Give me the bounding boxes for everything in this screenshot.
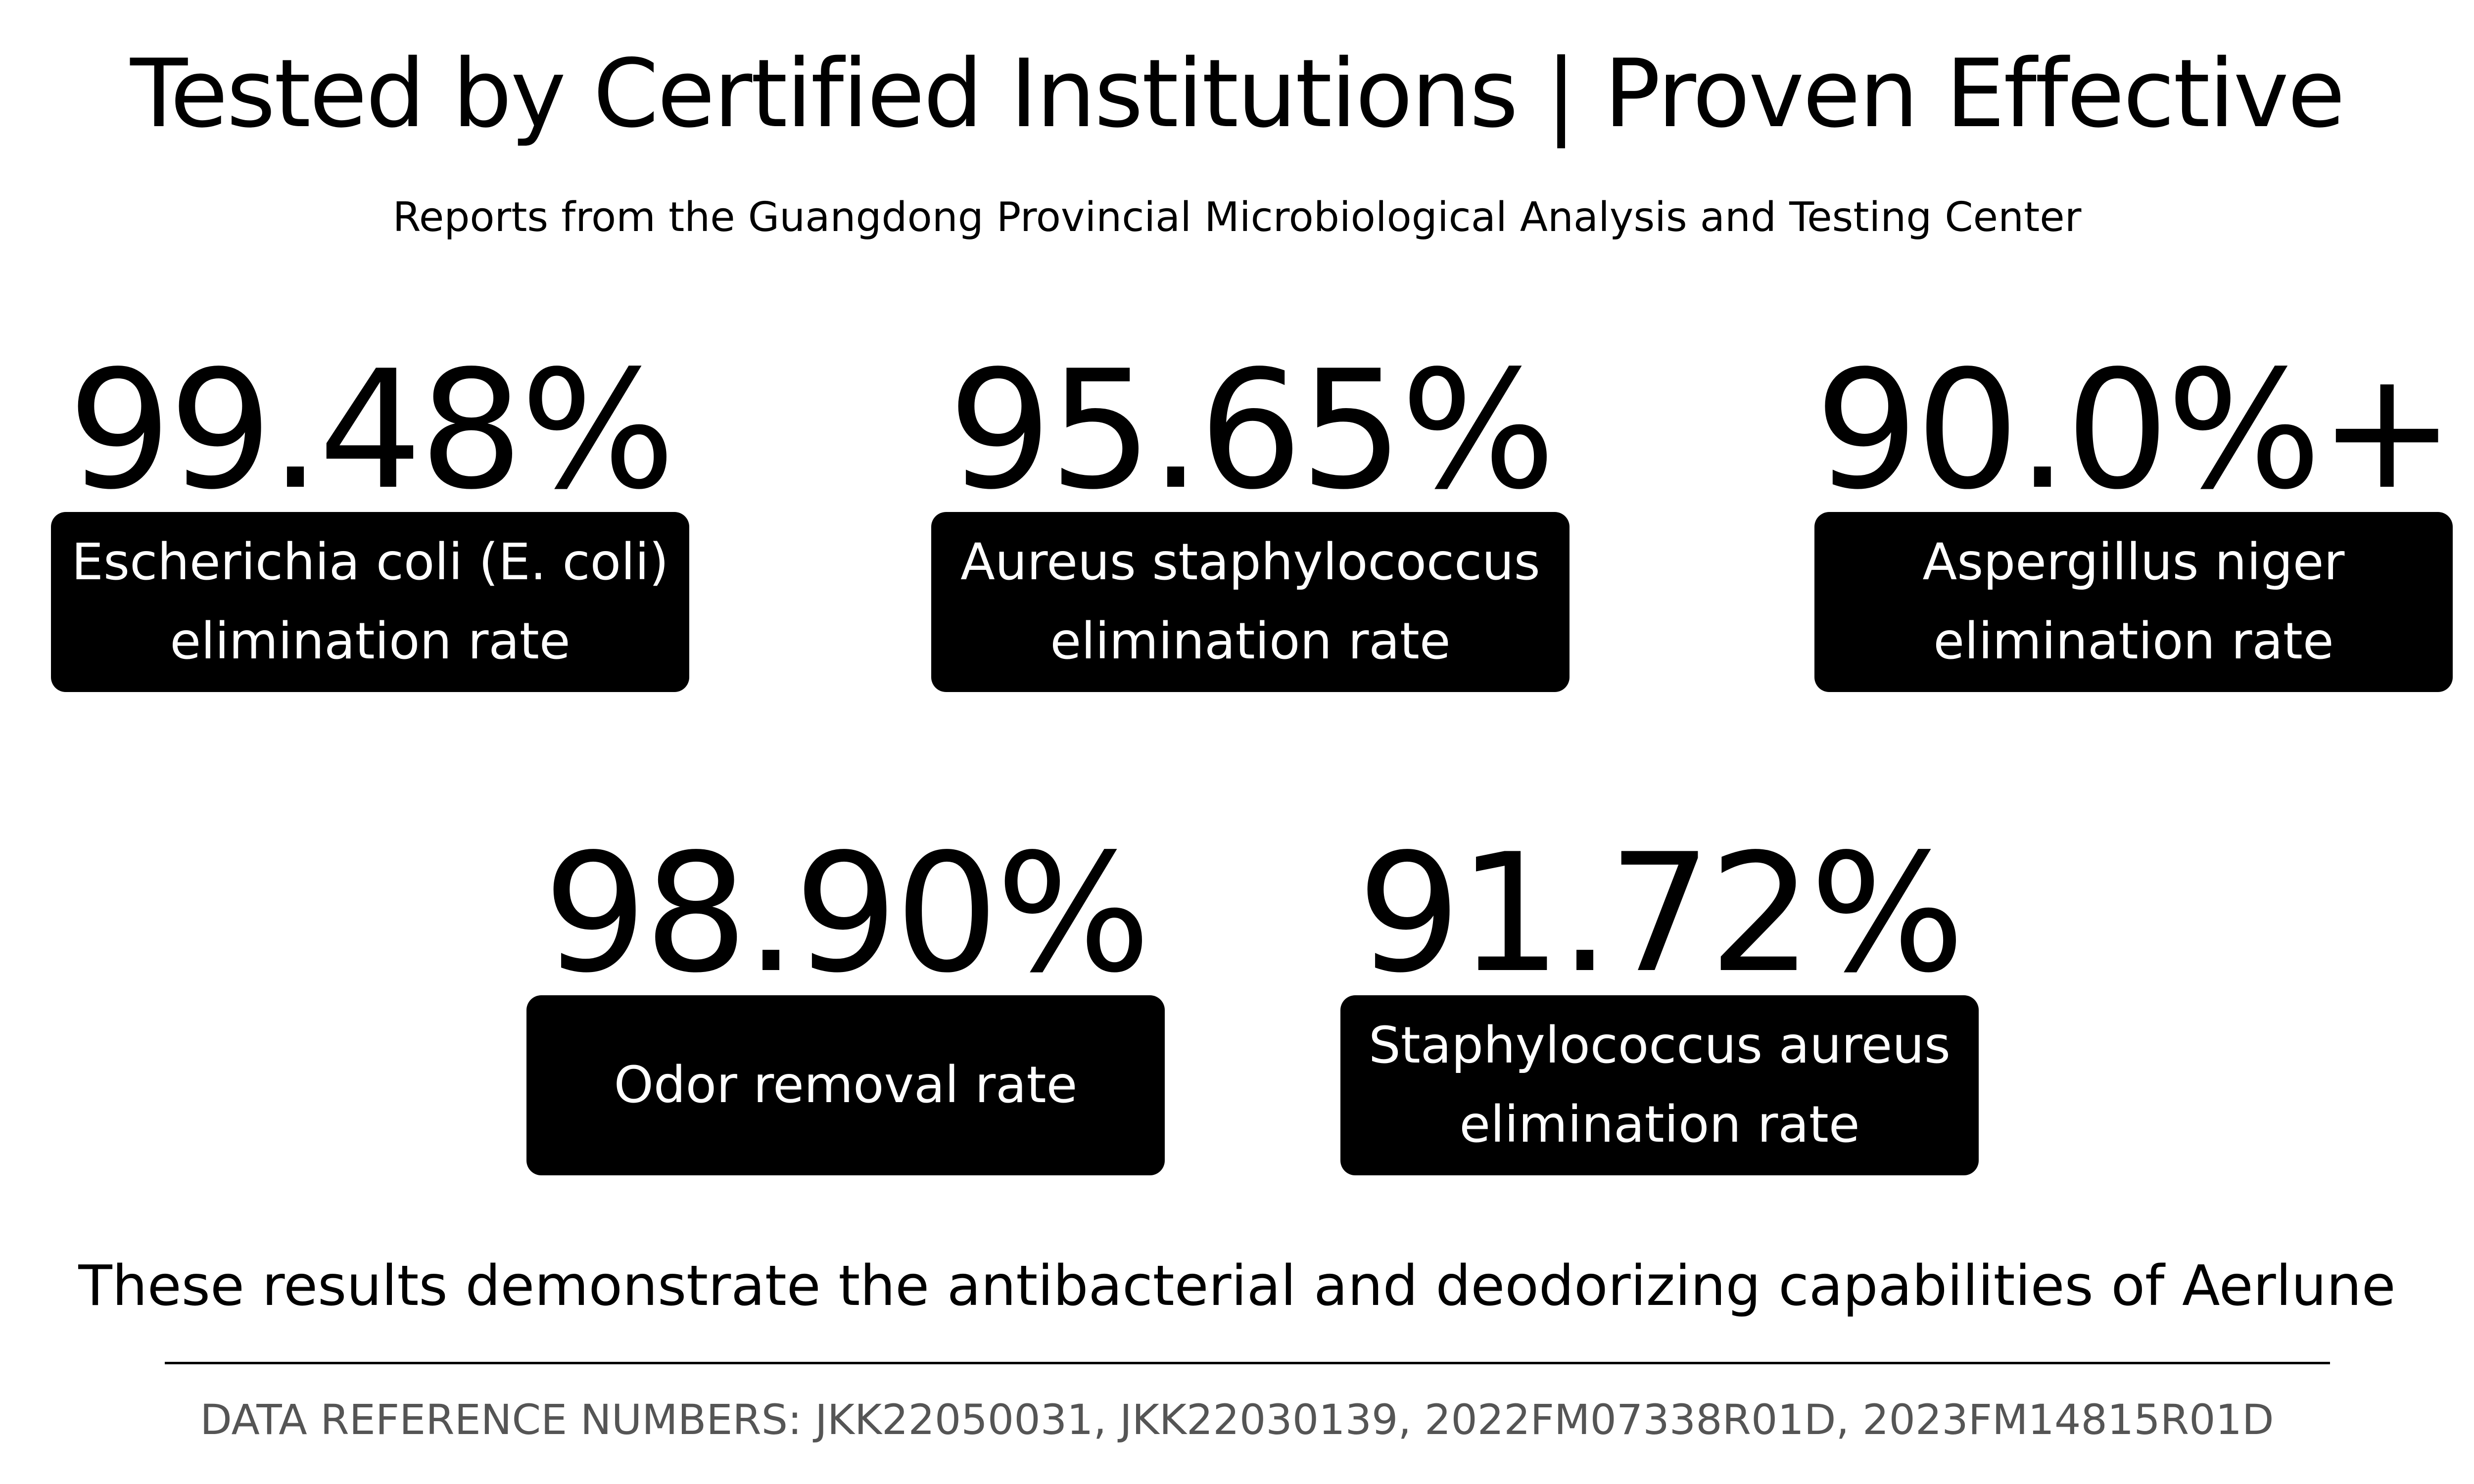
stat-card-aureus-staphylococcus: 95.65% Aureus staphylococcus elimination… bbox=[931, 341, 1570, 692]
stat-value: 99.48% bbox=[67, 335, 675, 525]
stat-card-odor-removal: 98.90% Odor removal rate bbox=[526, 825, 1165, 1175]
stat-label: Aspergillus niger elimination rate bbox=[1814, 512, 2453, 692]
stat-label: Escherichia coli (E. coli) elimination r… bbox=[51, 512, 689, 692]
stat-card-staphylococcus-aureus: 91.72% Staphylococcus aureus elimination… bbox=[1340, 825, 1979, 1175]
stat-label: Staphylococcus aureus elimination rate bbox=[1340, 995, 1979, 1175]
results-statement: These results demonstrate the antibacter… bbox=[78, 1254, 2396, 1318]
page-subtitle: Reports from the Guangdong Provincial Mi… bbox=[392, 194, 2082, 241]
stat-value: 95.65% bbox=[948, 335, 1556, 525]
stat-card-aspergillus-niger: 90.0%+ Aspergillus niger elimination rat… bbox=[1814, 335, 2456, 692]
stat-label: Aureus staphylococcus elimination rate bbox=[931, 512, 1570, 692]
stat-value: 98.90% bbox=[543, 819, 1151, 1009]
divider bbox=[165, 1362, 2330, 1364]
stat-value: 91.72% bbox=[1357, 819, 1965, 1009]
stat-value: 90.0%+ bbox=[1814, 335, 2456, 525]
stat-card-ecoli: 99.48% Escherichia coli (E. coli) elimin… bbox=[51, 341, 689, 692]
stat-label: Odor removal rate bbox=[526, 995, 1165, 1175]
page-title: Tested by Certified Institutions | Prove… bbox=[130, 39, 2345, 148]
data-reference-numbers: DATA REFERENCE NUMBERS: JKK22050031, JKK… bbox=[200, 1395, 2274, 1444]
